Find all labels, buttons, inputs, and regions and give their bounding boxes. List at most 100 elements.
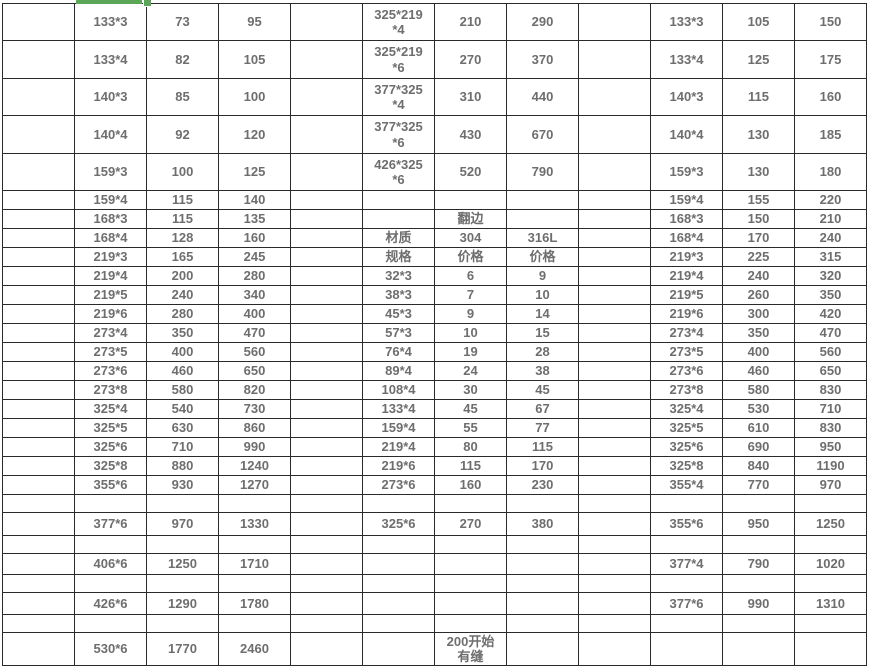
cell-r10-c3[interactable]: 340: [218, 285, 291, 305]
cell-r14-c7[interactable]: 38: [506, 361, 579, 381]
cell-r28-c10[interactable]: [722, 632, 795, 666]
cell-r13-c0[interactable]: [2, 342, 75, 362]
cell-r17-c4[interactable]: [290, 418, 363, 438]
cell-r16-c11[interactable]: 710: [794, 399, 867, 419]
cell-r18-c9[interactable]: 325*6: [650, 437, 723, 457]
cell-r12-c0[interactable]: [2, 323, 75, 343]
cell-r4-c8[interactable]: [578, 153, 651, 191]
cell-r23-c4[interactable]: [290, 535, 363, 554]
cell-r13-c8[interactable]: [578, 342, 651, 362]
cell-r25-c0[interactable]: [2, 574, 75, 593]
cell-r3-c8[interactable]: [578, 115, 651, 154]
cell-r1-c3[interactable]: 105: [218, 40, 291, 79]
cell-r26-c10[interactable]: 990: [722, 592, 795, 615]
cell-r11-c2[interactable]: 280: [146, 304, 219, 324]
cell-r10-c7[interactable]: 10: [506, 285, 579, 305]
cell-r6-c1[interactable]: 168*3: [74, 209, 147, 229]
cell-r2-c7[interactable]: 440: [506, 78, 579, 116]
cell-r22-c0[interactable]: [2, 512, 75, 536]
cell-r0-c1[interactable]: 133*3: [74, 3, 147, 41]
cell-r16-c9[interactable]: 325*4: [650, 399, 723, 419]
cell-r26-c0[interactable]: [2, 592, 75, 615]
cell-r27-c9[interactable]: [650, 614, 723, 633]
cell-r18-c5[interactable]: 219*4: [362, 437, 435, 457]
cell-r1-c0[interactable]: [2, 40, 75, 79]
cell-r7-c11[interactable]: 240: [794, 228, 867, 248]
cell-r24-c2[interactable]: 1250: [146, 553, 219, 575]
cell-r18-c2[interactable]: 710: [146, 437, 219, 457]
cell-r1-c6[interactable]: 270: [434, 40, 507, 79]
cell-r6-c0[interactable]: [2, 209, 75, 229]
cell-r2-c4[interactable]: [290, 78, 363, 116]
cell-r7-c2[interactable]: 128: [146, 228, 219, 248]
cell-r20-c3[interactable]: 1270: [218, 475, 291, 495]
cell-r26-c8[interactable]: [578, 592, 651, 615]
cell-r27-c8[interactable]: [578, 614, 651, 633]
cell-r20-c10[interactable]: 770: [722, 475, 795, 495]
cell-r4-c1[interactable]: 159*3: [74, 153, 147, 191]
cell-r18-c10[interactable]: 690: [722, 437, 795, 457]
cell-r11-c9[interactable]: 219*6: [650, 304, 723, 324]
cell-r11-c7[interactable]: 14: [506, 304, 579, 324]
cell-r7-c8[interactable]: [578, 228, 651, 248]
cell-r17-c5[interactable]: 159*4: [362, 418, 435, 438]
cell-r8-c5[interactable]: 规格: [362, 247, 435, 267]
cell-r16-c10[interactable]: 530: [722, 399, 795, 419]
cell-r27-c1[interactable]: [74, 614, 147, 633]
cell-r22-c3[interactable]: 1330: [218, 512, 291, 536]
cell-r24-c0[interactable]: [2, 553, 75, 575]
cell-r25-c4[interactable]: [290, 574, 363, 593]
cell-r18-c0[interactable]: [2, 437, 75, 457]
cell-r26-c1[interactable]: 426*6: [74, 592, 147, 615]
cell-r17-c9[interactable]: 325*5: [650, 418, 723, 438]
cell-r17-c8[interactable]: [578, 418, 651, 438]
cell-r25-c11[interactable]: [794, 574, 867, 593]
cell-r19-c9[interactable]: 325*8: [650, 456, 723, 476]
cell-r6-c11[interactable]: 210: [794, 209, 867, 229]
cell-r24-c4[interactable]: [290, 553, 363, 575]
cell-r4-c3[interactable]: 125: [218, 153, 291, 191]
cell-r0-c4[interactable]: [290, 3, 363, 41]
cell-r19-c5[interactable]: 219*6: [362, 456, 435, 476]
cell-r15-c4[interactable]: [290, 380, 363, 400]
cell-r19-c4[interactable]: [290, 456, 363, 476]
cell-r19-c8[interactable]: [578, 456, 651, 476]
cell-r4-c4[interactable]: [290, 153, 363, 191]
cell-r6-c7[interactable]: [506, 209, 579, 229]
cell-r14-c1[interactable]: 273*6: [74, 361, 147, 381]
cell-r24-c5[interactable]: [362, 553, 435, 575]
cell-r5-c10[interactable]: 155: [722, 190, 795, 210]
cell-r7-c9[interactable]: 168*4: [650, 228, 723, 248]
cell-r16-c3[interactable]: 730: [218, 399, 291, 419]
cell-r17-c11[interactable]: 830: [794, 418, 867, 438]
cell-r2-c1[interactable]: 140*3: [74, 78, 147, 116]
cell-r4-c2[interactable]: 100: [146, 153, 219, 191]
cell-r14-c9[interactable]: 273*6: [650, 361, 723, 381]
cell-r13-c6[interactable]: 19: [434, 342, 507, 362]
cell-r15-c1[interactable]: 273*8: [74, 380, 147, 400]
cell-r20-c0[interactable]: [2, 475, 75, 495]
cell-r21-c4[interactable]: [290, 494, 363, 513]
cell-r3-c0[interactable]: [2, 115, 75, 154]
cell-r12-c9[interactable]: 273*4: [650, 323, 723, 343]
cell-r26-c7[interactable]: [506, 592, 579, 615]
cell-r18-c6[interactable]: 80: [434, 437, 507, 457]
cell-r17-c6[interactable]: 55: [434, 418, 507, 438]
cell-r21-c11[interactable]: [794, 494, 867, 513]
cell-r0-c3[interactable]: 95: [218, 3, 291, 41]
cell-r12-c5[interactable]: 57*3: [362, 323, 435, 343]
cell-r25-c5[interactable]: [362, 574, 435, 593]
cell-r0-c2[interactable]: 73: [146, 3, 219, 41]
cell-r17-c7[interactable]: 77: [506, 418, 579, 438]
cell-r21-c5[interactable]: [362, 494, 435, 513]
cell-r0-c8[interactable]: [578, 3, 651, 41]
cell-r26-c2[interactable]: 1290: [146, 592, 219, 615]
cell-r5-c1[interactable]: 159*4: [74, 190, 147, 210]
cell-r28-c3[interactable]: 2460: [218, 632, 291, 666]
cell-r6-c8[interactable]: [578, 209, 651, 229]
cell-r16-c8[interactable]: [578, 399, 651, 419]
cell-r0-c0[interactable]: [2, 3, 75, 41]
cell-r28-c0[interactable]: [2, 632, 75, 666]
cell-r5-c8[interactable]: [578, 190, 651, 210]
cell-r8-c0[interactable]: [2, 247, 75, 267]
